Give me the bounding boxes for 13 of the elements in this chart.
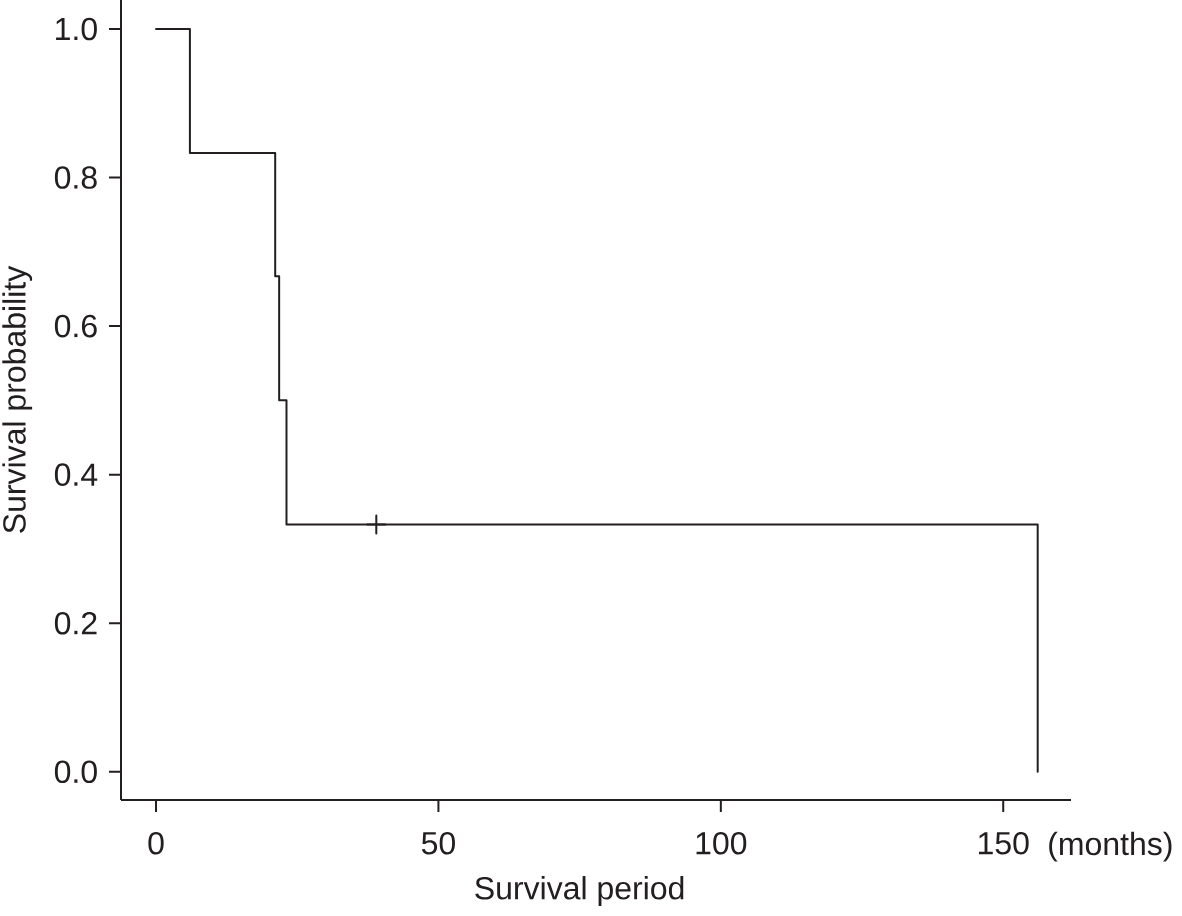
y-tick-label: 0.4 (54, 463, 98, 486)
y-tick-label: 0.2 (54, 611, 97, 635)
y-tick-label: 0.6 (54, 314, 97, 338)
x-tick-label: 100 (696, 831, 747, 855)
y-tick-label: 0.8 (54, 166, 97, 189)
y-tick-label: 0.0 (54, 760, 97, 784)
x-tick-label: 0 (148, 831, 164, 855)
x-tick-label: 150 (978, 831, 1029, 855)
text: (months) (1049, 831, 1172, 862)
y-tick-label: 1.0 (56, 17, 97, 41)
y-axis-title: Survival probability (2, 265, 33, 533)
x-tick-label: 50 (421, 831, 455, 855)
x-axis-title: Survival period (475, 876, 684, 906)
